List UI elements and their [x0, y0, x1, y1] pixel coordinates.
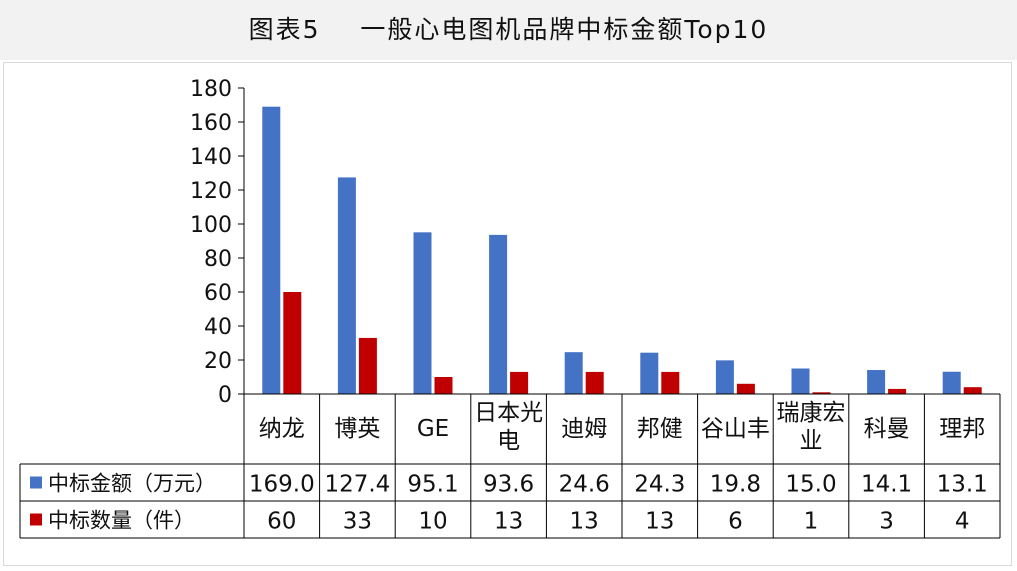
bar-amount — [489, 234, 508, 394]
y-tick-label: 160 — [190, 111, 232, 136]
x-tick-label: GE — [417, 416, 449, 442]
bar-count — [812, 392, 831, 394]
bar-amount — [564, 352, 583, 394]
bar-count — [661, 371, 680, 394]
y-tick-label: 140 — [190, 145, 232, 170]
bar-count — [585, 371, 604, 394]
table-value: 19.8 — [710, 472, 761, 498]
bar-amount — [867, 370, 886, 394]
y-tick-label: 40 — [204, 315, 232, 340]
bar-count — [888, 388, 907, 394]
table-value: 95.1 — [407, 472, 458, 498]
bar-count — [963, 387, 982, 394]
table-value: 4 — [955, 509, 970, 535]
table-value: 169.0 — [249, 472, 315, 498]
x-tick-label: 迪姆 — [561, 416, 607, 442]
table-value: 33 — [343, 509, 372, 535]
y-tick-label: 20 — [204, 349, 232, 374]
bar-amount — [262, 106, 281, 394]
table-value: 127.4 — [324, 472, 390, 498]
chart-title: 图表5 一般心电图机品牌中标金额Top10 — [248, 15, 769, 44]
table-value: 6 — [728, 509, 743, 535]
y-tick-label: 120 — [190, 179, 232, 204]
legend-label: 中标数量（件） — [48, 509, 195, 533]
bar-count — [736, 383, 755, 394]
y-tick-label: 180 — [190, 77, 232, 102]
x-tick-label: 纳龙 — [259, 416, 305, 442]
chart-frame — [3, 62, 1012, 566]
bar-amount — [791, 368, 810, 394]
x-tick-label: 电 — [497, 428, 520, 454]
title-bar — [0, 0, 1017, 60]
x-tick-label: 瑞康宏 — [777, 400, 846, 426]
y-tick-label: 60 — [204, 281, 232, 306]
x-tick-label: 邦健 — [637, 416, 683, 442]
x-tick-label: 业 — [800, 428, 823, 454]
y-tick-label: 0 — [218, 383, 232, 408]
table-value: 3 — [879, 509, 894, 535]
table-value: 24.3 — [634, 472, 685, 498]
table-value: 13 — [570, 509, 599, 535]
table-value: 13 — [494, 509, 523, 535]
bar-amount — [715, 360, 734, 394]
y-tick-label: 80 — [204, 247, 232, 272]
y-tick-label: 100 — [190, 213, 232, 238]
legend-key-count — [30, 513, 42, 526]
bar-amount — [413, 232, 432, 394]
bar-count — [283, 292, 302, 394]
table-value: 13.1 — [937, 472, 988, 498]
x-tick-label: 博英 — [334, 416, 380, 442]
x-tick-label: 谷山丰 — [701, 416, 770, 442]
table-value: 14.1 — [861, 472, 912, 498]
table-value: 15.0 — [785, 472, 836, 498]
legend-label: 中标金额（万元） — [48, 472, 216, 496]
table-value: 24.6 — [559, 472, 610, 498]
bar-count — [434, 377, 453, 394]
table-value: 93.6 — [483, 472, 534, 498]
table-value: 13 — [645, 509, 674, 535]
table-value: 10 — [418, 509, 447, 535]
x-tick-label: 理邦 — [939, 416, 985, 442]
table-value: 60 — [267, 509, 296, 535]
bar-count — [358, 337, 377, 394]
bar-amount — [942, 371, 961, 394]
x-tick-label: 科曼 — [864, 416, 910, 442]
bar-count — [510, 371, 529, 394]
bar-amount — [337, 177, 356, 394]
table-value: 1 — [804, 509, 819, 535]
x-tick-label: 日本光 — [474, 400, 543, 426]
bar-amount — [640, 352, 659, 394]
legend-key-amount — [30, 476, 42, 489]
